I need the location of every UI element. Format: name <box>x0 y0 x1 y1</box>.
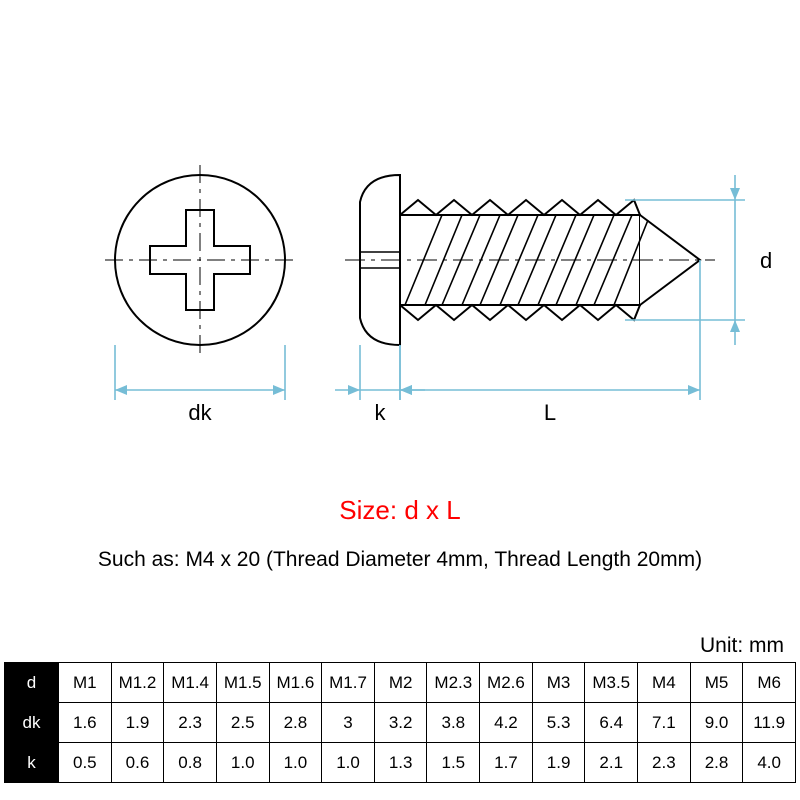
row-label-d: d <box>5 663 59 703</box>
dim-dk <box>115 345 285 400</box>
row-label-k: k <box>5 743 59 783</box>
size-table: d M1M1.2M1.4 M1.5M1.6M1.7 M2M2.3M2.6 M3M… <box>4 662 796 783</box>
label-d: d <box>760 248 772 273</box>
label-k: k <box>375 400 387 425</box>
label-L: L <box>544 400 556 425</box>
table-row: k 0.50.60.8 1.01.01.0 1.31.51.7 1.92.12.… <box>5 743 796 783</box>
label-dk: dk <box>188 400 212 425</box>
table-row: d M1M1.2M1.4 M1.5M1.6M1.7 M2M2.3M2.6 M3M… <box>5 663 796 703</box>
unit-text: Unit: mm <box>700 634 784 658</box>
top-view <box>105 165 295 355</box>
row-label-dk: dk <box>5 703 59 743</box>
screw-diagram: dk k <box>0 0 800 480</box>
example-text: Such as: M4 x 20 (Thread Diameter 4mm, T… <box>0 548 800 572</box>
size-heading: Size: d x L <box>0 495 800 526</box>
table-row: dk 1.61.92.3 2.52.83 3.23.84.2 5.36.47.1… <box>5 703 796 743</box>
